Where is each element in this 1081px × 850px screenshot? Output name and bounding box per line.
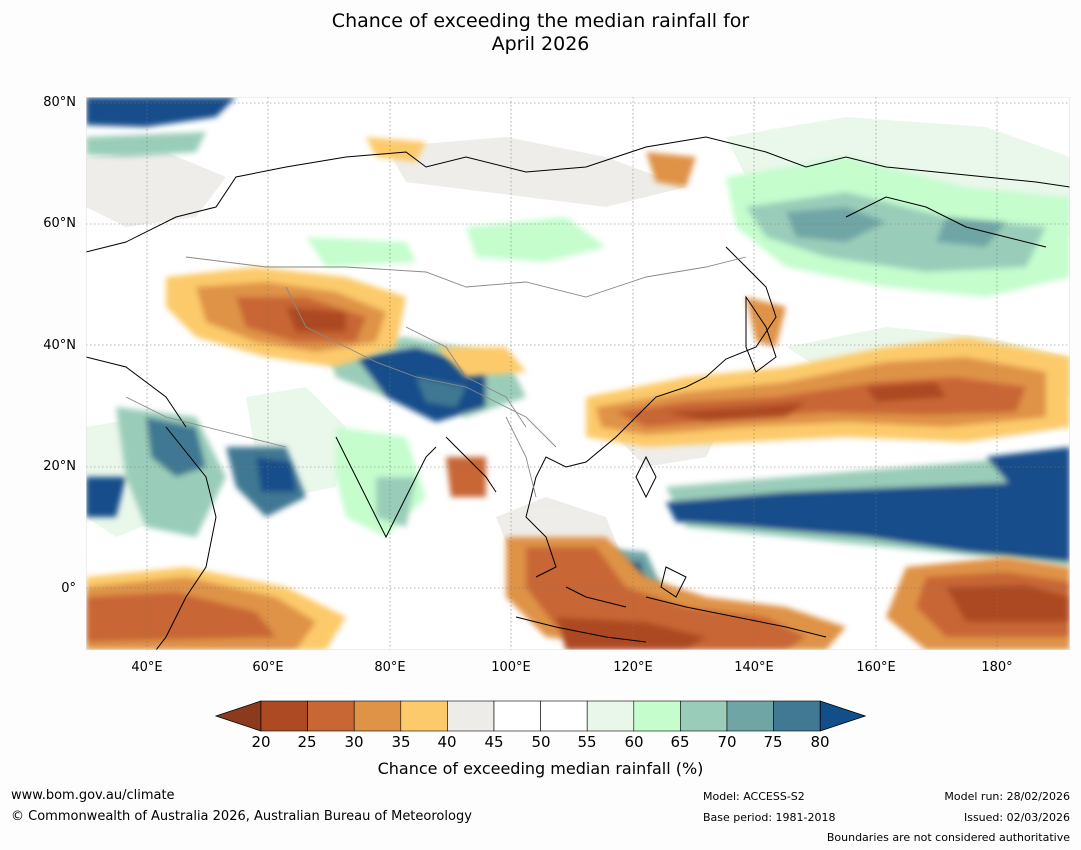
colorbar-bin-60 xyxy=(633,700,681,732)
colorbar-bin-20 xyxy=(260,700,308,732)
dry-regions xyxy=(86,137,1070,650)
footer-url[interactable]: www.bom.gov.au/climate xyxy=(11,788,175,803)
lon-label-140e: 140°E xyxy=(734,660,774,675)
colorbar-tick-60: 60 xyxy=(624,733,644,751)
colorbar-bin-40 xyxy=(447,700,495,732)
title-line-1: Chance of exceeding the median rainfall … xyxy=(331,10,750,32)
colorbar-tick-75: 75 xyxy=(763,733,783,751)
lat-label-0: 0° xyxy=(61,581,76,596)
lat-label-80n: 80°N xyxy=(43,95,76,110)
lon-label-80e: 80°E xyxy=(374,660,406,675)
colorbar-tick-25: 25 xyxy=(297,733,317,751)
graticule xyxy=(86,97,1070,650)
colorbar-extend-low xyxy=(214,700,262,732)
map-canvas xyxy=(86,97,1070,650)
footer-base-period: Base period: 1981-2018 xyxy=(703,811,836,824)
lon-label-60e: 60°E xyxy=(252,660,284,675)
colorbar-bin-50 xyxy=(540,700,588,732)
colorbar-bin-25 xyxy=(307,700,355,732)
footer-model-run: Model run: 28/02/2026 xyxy=(944,790,1070,803)
colorbar-bin-65 xyxy=(680,700,728,732)
footer-copyright: © Commonwealth of Australia 2026, Austra… xyxy=(11,809,472,824)
colorbar-bin-30 xyxy=(353,700,402,732)
colorbar-extend-high xyxy=(819,700,867,732)
footer-model: Model: ACCESS-S2 xyxy=(703,790,805,803)
lon-label-180: 180° xyxy=(981,660,1013,675)
lat-label-60n: 60°N xyxy=(43,216,76,231)
lon-label-100e: 100°E xyxy=(491,660,531,675)
colorbar-tick-50: 50 xyxy=(531,733,551,751)
colorbar-tick-80: 80 xyxy=(810,733,830,751)
colorbar-bin-55 xyxy=(586,700,635,732)
colorbar-tick-65: 65 xyxy=(670,733,690,751)
footer-issued: Issued: 02/03/2026 xyxy=(963,811,1070,824)
colorbar-tick-40: 40 xyxy=(437,733,457,751)
colorbar-bin-75 xyxy=(773,700,821,732)
lat-label-20n: 20°N xyxy=(43,459,76,474)
rainfall-map xyxy=(86,97,1070,650)
footer-disclaimer: Boundaries are not considered authoritat… xyxy=(826,831,1070,844)
colorbar-tick-45: 45 xyxy=(484,733,504,751)
lon-label-40e: 40°E xyxy=(131,660,163,675)
coastlines xyxy=(86,136,1070,650)
colorbar-label: Chance of exceeding median rainfall (%) xyxy=(377,759,704,778)
lon-label-160e: 160°E xyxy=(856,660,896,675)
colorbar-tick-55: 55 xyxy=(577,733,597,751)
title-line-2: April 2026 xyxy=(491,33,590,55)
colorbar-tick-35: 35 xyxy=(391,733,411,751)
colorbar-tick-30: 30 xyxy=(344,733,364,751)
lat-label-40n: 40°N xyxy=(43,338,76,353)
colorbar-tick-70: 70 xyxy=(717,733,737,751)
colorbar-tick-20: 20 xyxy=(251,733,271,751)
map-title: Chance of exceeding the median rainfall … xyxy=(0,10,1081,56)
colorbar-bin-45 xyxy=(493,700,541,732)
wet-regions xyxy=(86,97,1070,617)
colorbar-bin-70 xyxy=(726,700,774,732)
country-boundaries xyxy=(125,256,747,498)
lon-label-120e: 120°E xyxy=(613,660,653,675)
colorbar-bin-35 xyxy=(400,700,448,732)
